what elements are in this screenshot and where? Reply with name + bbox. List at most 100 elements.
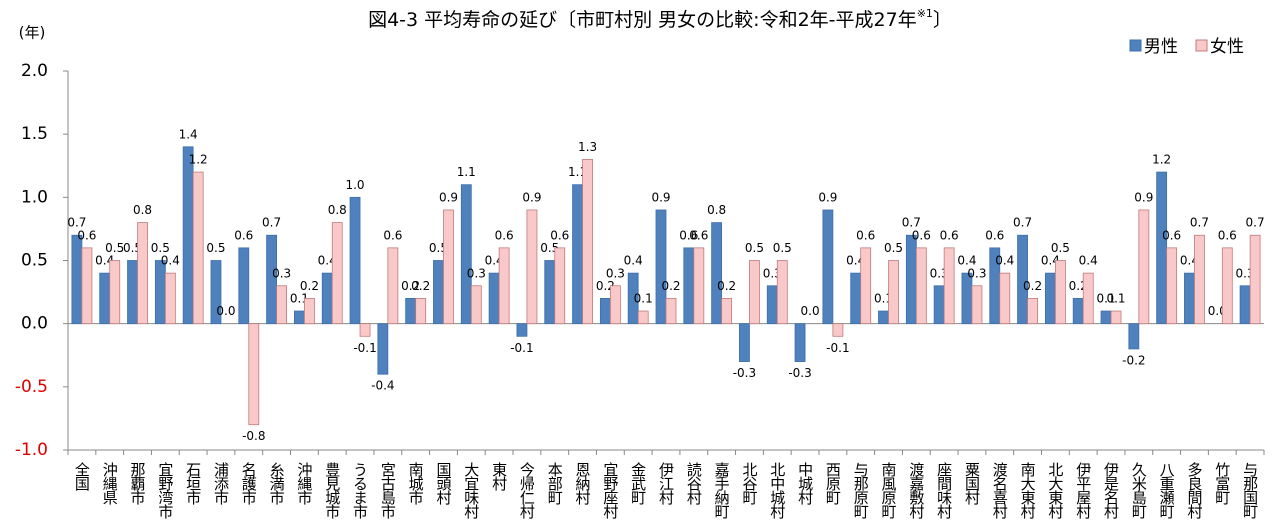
bar	[711, 222, 723, 325]
value-label: 0.6	[495, 228, 514, 242]
value-label: 0.5	[884, 241, 903, 255]
value-label: 0.9	[651, 190, 670, 204]
bar	[943, 247, 955, 325]
value-label: 0.6	[550, 228, 569, 242]
value-label: 0.9	[439, 190, 458, 204]
x-tick-label: 与那原町	[852, 462, 870, 519]
x-tick-label: 伊平屋村	[1074, 462, 1092, 519]
bar	[721, 297, 733, 325]
x-tick-label: 全国	[73, 461, 91, 491]
bar	[137, 222, 148, 325]
value-label: -0.1	[826, 341, 849, 355]
value-label: 0.6	[856, 228, 875, 242]
value-label: 0.2	[411, 279, 430, 293]
bar	[415, 297, 427, 325]
bar	[1072, 297, 1084, 325]
bar	[405, 297, 417, 325]
bar	[822, 209, 834, 325]
x-tick-label: 粟国村	[963, 462, 981, 505]
bar	[999, 272, 1011, 325]
bar	[1017, 234, 1028, 325]
bar	[794, 323, 806, 362]
bar	[609, 285, 621, 325]
y-tick-label: -1.0	[15, 440, 48, 460]
x-tick-label: 糸満市	[268, 462, 286, 505]
bar	[1184, 272, 1195, 325]
value-label: 0.1	[1106, 292, 1125, 306]
bar	[933, 285, 945, 325]
value-label: 0.3	[272, 266, 291, 280]
value-label: 0.2	[1023, 279, 1042, 293]
x-tick-label: 名護市	[240, 462, 258, 505]
value-label: 0.9	[522, 190, 541, 204]
value-label: 0.7	[1190, 216, 1209, 230]
x-tick-label: 今帰仁村	[518, 462, 536, 519]
x-tick-label: 読谷村	[685, 462, 703, 505]
bar	[572, 184, 583, 325]
x-tick-label: 竹富町	[1213, 462, 1231, 505]
bar	[905, 234, 917, 325]
bar	[192, 171, 204, 325]
x-tick-label: 浦添市	[212, 462, 230, 505]
value-label: 0.5	[773, 241, 792, 255]
value-label: 0.1	[1096, 292, 1115, 306]
bar	[1044, 272, 1056, 325]
bar	[387, 247, 399, 325]
value-label: -0.3	[733, 366, 756, 380]
value-label: 1.2	[1152, 153, 1171, 167]
x-tick-label: 伊是名村	[1102, 462, 1120, 519]
x-tick-label: 沖縄県	[101, 462, 119, 505]
y-tick-label: 0.0	[21, 314, 48, 334]
value-label: 0.2	[401, 279, 420, 293]
value-label: 0.2	[661, 279, 680, 293]
legend-swatch	[1129, 39, 1142, 52]
bar	[154, 260, 166, 325]
bar	[637, 310, 649, 325]
bar	[1249, 234, 1261, 325]
bar	[460, 184, 472, 325]
bar	[516, 323, 528, 337]
bar	[627, 272, 639, 325]
x-tick-label: 渡名喜村	[991, 462, 1009, 519]
bar	[433, 260, 444, 325]
value-label: -0.1	[353, 341, 376, 355]
value-label: 0.5	[1051, 241, 1070, 255]
x-tick-label: 渡嘉敷村	[907, 462, 925, 519]
x-tick-label: 南風原町	[880, 462, 898, 519]
bar	[915, 247, 927, 325]
bar	[739, 323, 750, 362]
chart-title: 図4-3 平均寿命の延び〔市町村別 男女の比較:令和2年-平成27年※1〕	[368, 7, 952, 31]
y-tick-label: 1.5	[21, 124, 48, 144]
x-tick-label: 那覇市	[129, 462, 147, 505]
bar	[776, 260, 788, 325]
bar	[182, 146, 194, 325]
value-label: 0.5	[206, 241, 225, 255]
bar	[470, 285, 482, 325]
bar	[349, 196, 361, 325]
bar	[321, 272, 333, 325]
bar	[266, 234, 278, 325]
bar	[850, 272, 862, 325]
x-tick-label: 八重瀬町	[1158, 462, 1176, 519]
value-label: 0.9	[1134, 190, 1153, 204]
x-tick-label: 北大東村	[1046, 462, 1064, 519]
bar	[1166, 247, 1178, 325]
value-label: 0.2	[300, 279, 319, 293]
value-label: -0.3	[788, 366, 811, 380]
value-label: 0.6	[77, 228, 96, 242]
value-label: 0.7	[1246, 216, 1265, 230]
x-tick-label: 中城村	[796, 462, 814, 505]
bar	[832, 323, 844, 337]
value-label: 0.6	[689, 228, 708, 242]
legend-label: 女性	[1210, 37, 1244, 57]
bar	[109, 260, 121, 325]
title-main: 図4-3 平均寿命の延び〔市町村別 男女の比較:令和2年-平成27年	[368, 9, 917, 31]
bar	[554, 247, 566, 325]
bar	[599, 297, 611, 325]
value-label: 0.6	[940, 228, 959, 242]
bar	[488, 272, 500, 325]
bar	[655, 209, 667, 325]
bar	[526, 209, 538, 325]
value-label: -0.8	[242, 429, 265, 443]
x-tick-label: 伊江村	[657, 462, 675, 505]
